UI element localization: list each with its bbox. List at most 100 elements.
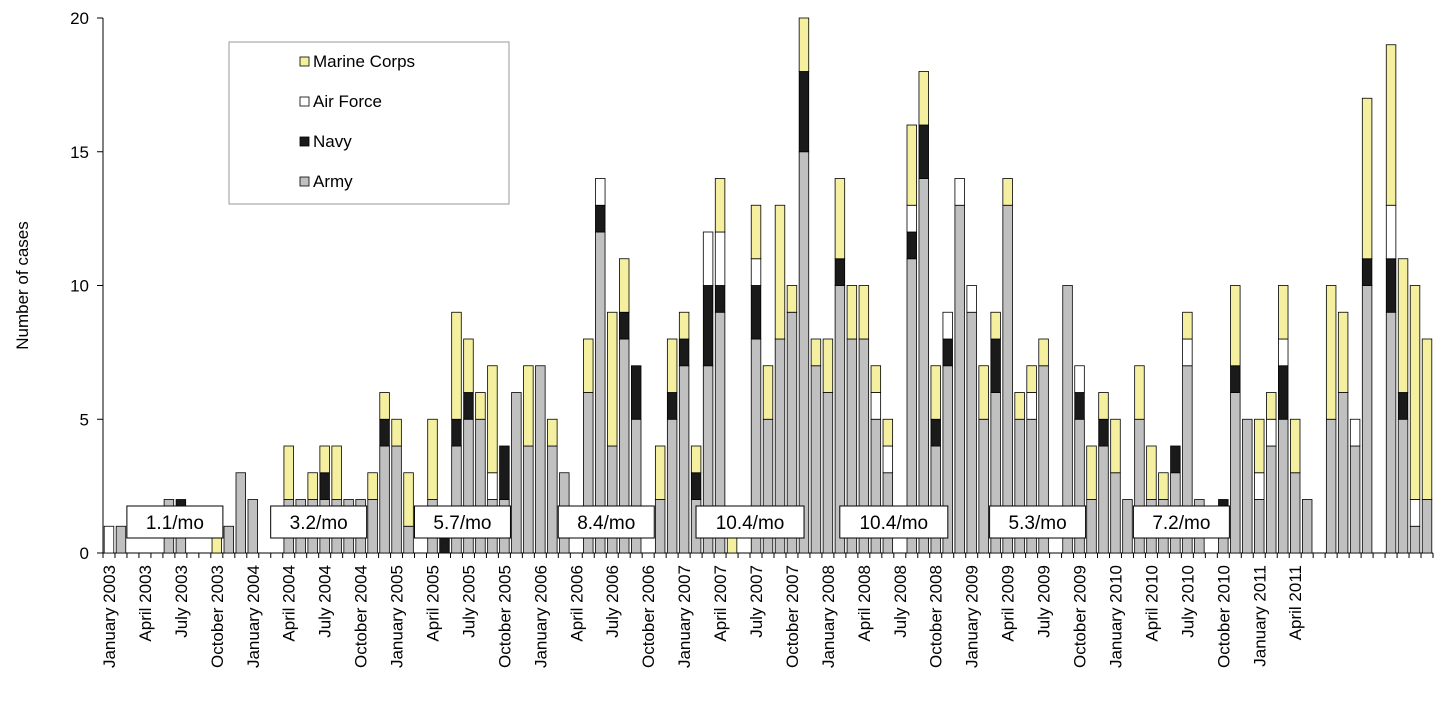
- rate-label: 7.2/mo: [1152, 513, 1210, 534]
- bar-segment-marine-corps: [1278, 285, 1289, 340]
- legend-item: Army: [299, 172, 353, 191]
- rate-box: [839, 505, 949, 539]
- x-tick-label: January 2003: [100, 565, 119, 668]
- bar-segment-marine-corps: [523, 365, 534, 447]
- bar-segment-army: [1098, 445, 1109, 554]
- x-tick-label: July 2008: [891, 565, 910, 638]
- bar-segment-army: [678, 365, 690, 554]
- x-tick-label: April 2007: [711, 565, 730, 642]
- x-tick-label: July 2009: [1035, 565, 1054, 638]
- bar-segment-marine-corps: [1230, 285, 1241, 367]
- bar-segment-air-force: [1385, 204, 1397, 260]
- bar-segment-navy: [942, 338, 953, 367]
- bar-segment-air-force: [103, 525, 115, 554]
- x-tick-label: January 2007: [675, 565, 694, 668]
- bar-segment-army: [1122, 499, 1133, 554]
- rate-annotation: 5.3/mo: [989, 505, 1087, 539]
- bar-segment-marine-corps: [1290, 418, 1301, 474]
- bar-segment-marine-corps: [798, 17, 810, 72]
- bar-segment-air-force: [1266, 418, 1277, 447]
- x-tick-label: April 2005: [424, 565, 443, 642]
- x-tick-label: October 2003: [208, 565, 227, 668]
- bar-segment-army: [1110, 472, 1121, 554]
- bar-segment-marine-corps: [451, 311, 462, 420]
- rate-annotation: 7.2/mo: [1132, 505, 1230, 539]
- bar-segment-navy: [379, 418, 390, 447]
- bar-segment-marine-corps: [822, 338, 834, 393]
- bar-segment-marine-corps: [750, 204, 762, 260]
- x-tick-label: January 2011: [1250, 565, 1269, 667]
- bar-segment-marine-corps: [762, 365, 774, 420]
- bar-segment-marine-corps: [427, 418, 438, 500]
- bar-segment-marine-corps: [654, 445, 666, 500]
- rate-label: 3.2/mo: [290, 513, 348, 534]
- bar-segment-marine-corps: [990, 311, 1001, 340]
- rate-annotation: 5.7/mo: [413, 505, 511, 539]
- bar-segment-marine-corps: [858, 285, 870, 340]
- rate-label: 1.1/mo: [146, 513, 204, 534]
- x-tick-label: April 2004: [280, 565, 299, 642]
- bar-segment-army: [1242, 418, 1253, 554]
- x-tick-label: October 2008: [927, 565, 946, 668]
- bar-segment-army: [1349, 445, 1361, 554]
- rate-annotation: 3.2/mo: [270, 505, 368, 539]
- x-tick-label: April 2011: [1286, 565, 1305, 640]
- legend-box: [228, 41, 510, 205]
- bar-segment-marine-corps: [810, 338, 822, 367]
- bar-segment-army: [535, 365, 546, 554]
- bar-segment-air-force: [1278, 338, 1289, 367]
- x-tick-label: July 2003: [172, 565, 191, 638]
- bar-segment-marine-corps: [607, 311, 618, 447]
- bar-segment-air-force: [954, 178, 965, 206]
- bar-segment-navy: [702, 285, 714, 367]
- x-tick-label: October 2005: [495, 565, 514, 668]
- bar-segment-air-force: [906, 204, 917, 233]
- bar-segment-marine-corps: [1002, 178, 1013, 206]
- bar-segment-army: [654, 499, 666, 554]
- rate-annotation: 10.4/mo: [695, 505, 805, 539]
- x-tick-label: July 2006: [603, 565, 622, 638]
- x-tick-label: July 2007: [747, 565, 766, 638]
- bar-segment-army: [1086, 499, 1097, 554]
- bar-segment-army: [379, 445, 390, 554]
- bar-segment-army: [810, 365, 822, 554]
- bar-segment-army: [1278, 418, 1289, 554]
- bar-segment-marine-corps: [1337, 311, 1349, 393]
- x-tick-label: July 2005: [459, 565, 478, 638]
- bar-segment-army: [1421, 499, 1433, 554]
- bar-segment-army: [223, 525, 235, 554]
- bar-segment-marine-corps: [1254, 418, 1265, 474]
- bar-segment-marine-corps: [463, 338, 474, 393]
- bar-segment-army: [918, 178, 929, 554]
- bar-segment-marine-corps: [1026, 365, 1037, 393]
- x-tick-label: October 2007: [783, 565, 802, 668]
- bar-segment-marine-corps: [930, 365, 941, 420]
- y-tick-label: 15: [70, 143, 89, 162]
- bar-segment-army: [978, 418, 989, 554]
- bar-segment-army: [1302, 499, 1313, 554]
- x-tick-label: April 2006: [567, 565, 586, 642]
- x-tick-label: April 2008: [855, 565, 874, 642]
- bar-segment-navy: [930, 418, 941, 447]
- x-tick-label: January 2004: [244, 565, 263, 668]
- bar-segment-marine-corps: [379, 392, 390, 420]
- bar-segment-marine-corps: [307, 472, 318, 500]
- bar-segment-marine-corps: [978, 365, 989, 420]
- bar-segment-air-force: [595, 178, 606, 206]
- bar-segment-navy: [619, 311, 630, 340]
- legend-label: Air Force: [313, 92, 382, 111]
- x-tick-label: July 2004: [316, 565, 335, 638]
- bar-segment-army: [547, 445, 558, 554]
- bar-segment-navy: [690, 472, 702, 500]
- bar-segment-marine-corps: [786, 285, 798, 313]
- bar-segment-navy: [1098, 418, 1109, 447]
- bar-segment-army: [1337, 392, 1349, 554]
- rate-label: 10.4/mo: [859, 513, 928, 534]
- bar-segment-army: [822, 392, 834, 554]
- x-tick-label: October 2006: [639, 565, 658, 668]
- bar-segment-army: [391, 445, 402, 554]
- bar-segment-navy: [1230, 365, 1241, 393]
- bar-segment-army: [1385, 311, 1397, 554]
- bar-segment-army: [1361, 285, 1373, 554]
- bar-segment-marine-corps: [1038, 338, 1049, 367]
